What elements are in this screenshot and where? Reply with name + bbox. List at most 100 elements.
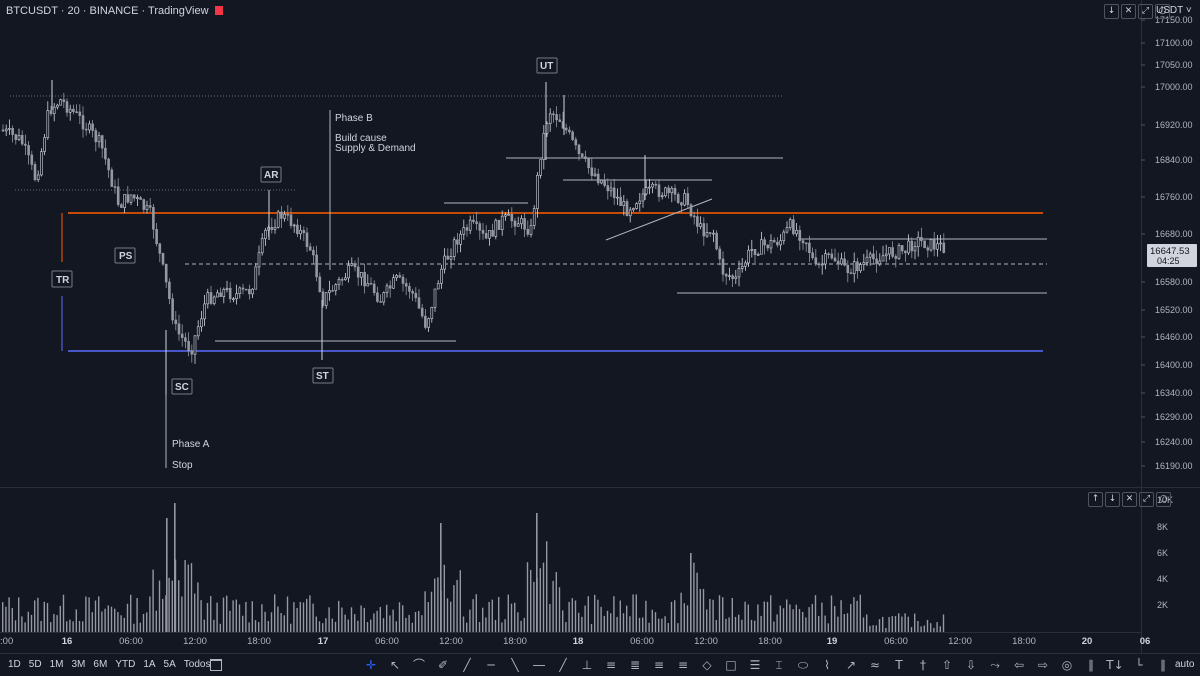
candle-body <box>532 208 536 226</box>
candle-body <box>724 273 728 277</box>
drawing-tool-icon[interactable]: ≡ <box>605 658 617 672</box>
drawing-tool-icon[interactable]: ≈ <box>869 658 881 672</box>
volume-bar <box>558 587 561 632</box>
volume-tick-label: 4K <box>1157 574 1168 584</box>
drawing-tool-icon[interactable]: ⊥ <box>581 658 593 672</box>
drawing-tool-icon[interactable]: ╱ <box>559 658 567 672</box>
drawing-tool-icon[interactable]: † <box>920 658 926 672</box>
label-ps: PS <box>119 251 133 262</box>
drawing-tool-icon[interactable]: ⤳ <box>990 658 1000 672</box>
drawing-tool-icon[interactable]: ╲ <box>511 658 519 672</box>
drawing-tool-icon[interactable]: ― <box>533 658 545 672</box>
drawing-tool-icon[interactable]: ⇧ <box>941 658 953 672</box>
candle-body <box>161 253 165 265</box>
candle-body <box>555 114 558 121</box>
timeframe-1a[interactable]: 1A <box>143 659 156 670</box>
candle-body <box>731 275 734 279</box>
close-pane-icon[interactable]: ✕ <box>1121 4 1136 19</box>
timeframe-6m[interactable]: 6M <box>93 659 108 670</box>
timeframe-1m[interactable]: 1M <box>49 659 64 670</box>
drawing-tool-icon[interactable]: ⌇ <box>824 658 830 672</box>
candle-body <box>593 173 597 176</box>
drawing-tool-icon[interactable]: ⌒ <box>412 658 425 672</box>
volume-bar <box>651 609 653 632</box>
candle-body <box>94 130 98 143</box>
move-down-icon[interactable]: ↓ <box>1104 4 1119 19</box>
drawing-tool-icon[interactable]: ⁣ <box>336 656 358 674</box>
drawing-tool-icon[interactable]: ≣ <box>629 658 641 672</box>
drawing-tool-icon[interactable]: ☰ <box>749 658 761 672</box>
timeframe-5d[interactable]: 5D <box>28 659 42 670</box>
candle-body <box>881 255 885 262</box>
volume-bar <box>904 613 906 632</box>
drawing-tool-icon[interactable]: T↓ <box>1106 658 1124 672</box>
drawing-tool-icon[interactable]: └ <box>1135 658 1143 672</box>
timeframe-3m[interactable]: 3M <box>71 659 86 670</box>
drawing-tool-icon[interactable]: ⇦ <box>1013 658 1025 672</box>
timeframe-1d[interactable]: 1D <box>8 659 21 670</box>
timeframe-ytd[interactable]: YTD <box>115 659 136 670</box>
volume-bar <box>619 600 621 632</box>
time-tick-label: 12:00 <box>439 636 463 647</box>
candle-body <box>318 276 322 293</box>
candle-body <box>14 134 18 140</box>
drawing-tool-icon[interactable]: ↗ <box>845 658 857 672</box>
candle-body <box>587 158 590 169</box>
drawing-tool-icon[interactable]: ∥ <box>1160 658 1166 672</box>
candle-body <box>606 185 610 192</box>
volume-bar <box>245 601 247 632</box>
settings-circle-icon[interactable]: ○ <box>1156 492 1171 507</box>
price-axis[interactable]: 17150.00 17100.00 17050.00 17000.00 16920.00… <box>1141 15 1193 471</box>
drawing-tool-icon[interactable]: ⇩ <box>965 658 977 672</box>
drawing-tool-icon[interactable]: ─ <box>487 658 495 672</box>
maximize-pane-icon[interactable]: ⤢ <box>1138 4 1153 19</box>
volume-series <box>2 503 945 632</box>
settings-circle-icon[interactable]: ○ <box>1155 4 1170 19</box>
candle-body <box>468 219 472 231</box>
volume-bar <box>376 610 378 632</box>
move-up-icon[interactable]: ↑ <box>1088 492 1103 507</box>
volume-bar <box>21 616 23 632</box>
chart-canvas[interactable]: 17150.00 17100.00 17050.00 17000.00 16920.00… <box>0 0 1200 653</box>
drawing-tool-icon[interactable]: T <box>895 658 903 672</box>
volume-bar <box>219 623 221 632</box>
candle-body <box>350 263 354 266</box>
drawing-tool-icon[interactable]: ↖ <box>389 658 401 672</box>
volume-bar <box>427 602 429 632</box>
currency-selector[interactable]: USDT ˅ <box>1156 5 1192 16</box>
drawing-tool-icon[interactable]: ✛ <box>365 658 377 672</box>
time-tick-label: 06:00 <box>884 636 908 647</box>
candle-body <box>619 196 622 206</box>
close-pane-icon[interactable]: ✕ <box>1122 492 1137 507</box>
volume-bar <box>805 617 807 632</box>
drawing-tool-icon[interactable]: ◇ <box>702 658 712 672</box>
drawing-tool-icon[interactable]: ≡ <box>653 658 665 672</box>
volume-bar <box>824 615 826 632</box>
drawing-tool-icon[interactable]: ⇨ <box>1037 658 1049 672</box>
candle-body <box>238 287 242 294</box>
drawing-tool-icon[interactable]: ⌶ <box>775 658 783 672</box>
candle-body <box>356 266 360 278</box>
calendar-icon[interactable] <box>210 659 222 671</box>
move-down-icon[interactable]: ↓ <box>1105 492 1120 507</box>
drawing-tool-icon[interactable]: □ <box>725 658 737 672</box>
timeframe-5a[interactable]: 5A <box>163 659 176 670</box>
candle-body <box>603 179 606 186</box>
candle-body <box>388 285 392 289</box>
auto-scale-toggle[interactable]: auto <box>1175 659 1195 670</box>
volume-bar <box>424 591 426 632</box>
volume-bar <box>811 603 813 632</box>
drawing-tool-icon[interactable]: ◎ <box>1061 658 1073 672</box>
volume-bar <box>626 605 628 632</box>
volume-bar <box>616 616 618 632</box>
drawing-tool-icon[interactable]: ⬭ <box>797 658 809 672</box>
candlestick-series[interactable] <box>1 80 946 395</box>
maximize-pane-icon[interactable]: ⤢ <box>1139 492 1154 507</box>
drawing-tool-icon[interactable]: ✐ <box>437 658 449 672</box>
drawing-tool-icon[interactable]: ╱ <box>463 658 471 672</box>
volume-bar <box>117 612 119 632</box>
drawing-tool-icon[interactable]: ∥ <box>1088 658 1094 672</box>
drawing-tool-icon[interactable]: ≡ <box>677 658 689 672</box>
timeframe-todos[interactable]: Todos <box>183 659 211 670</box>
time-axis[interactable]: 8:00 16 06:00 12:00 18:00 17 06:00 12:00 18:00 18… <box>0 636 1150 647</box>
